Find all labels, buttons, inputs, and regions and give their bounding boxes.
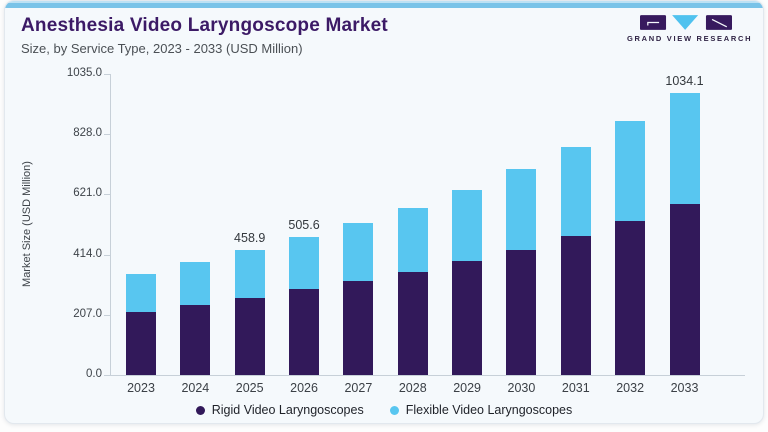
x-axis-label-2031: 2031 xyxy=(561,381,590,395)
page-subtitle: Size, by Service Type, 2023 - 2033 (USD … xyxy=(21,41,303,56)
y-tick-mark xyxy=(104,375,110,376)
y-tick-label: 0.0 xyxy=(86,368,102,380)
x-axis-label-2029: 2029 xyxy=(453,381,481,395)
bar-segment-flexible-2030 xyxy=(506,168,537,250)
bar-segment-rigid-2030 xyxy=(506,249,537,375)
y-tick-mark xyxy=(104,314,110,316)
x-axis-label-2023: 2023 xyxy=(127,381,155,395)
bar-segment-rigid-2032 xyxy=(615,221,646,375)
bar-total-label-2033: 1034.1 xyxy=(665,74,704,88)
bar-total-label-2026: 505.6 xyxy=(288,218,320,233)
x-axis-label-2033: 2033 xyxy=(670,381,699,395)
x-axis-label-2027: 2027 xyxy=(344,381,373,395)
x-axis-label-2025: 2025 xyxy=(235,381,264,395)
bar-segment-flexible-2033 xyxy=(669,93,700,204)
card-top-accent-strip xyxy=(5,1,763,8)
bar-segment-flexible-2031 xyxy=(560,147,591,236)
y-tick-label: 828.0 xyxy=(73,127,102,140)
bar-segment-rigid-2031 xyxy=(560,235,591,375)
bar-segment-rigid-2029 xyxy=(452,261,483,375)
bar-segment-flexible-2023 xyxy=(126,273,156,313)
y-tick-mark xyxy=(104,74,110,75)
bar-segment-rigid-2027 xyxy=(343,281,374,375)
gvr-logo-icon xyxy=(640,15,732,30)
x-axis-line xyxy=(110,375,745,376)
legend-dot-icon xyxy=(389,405,399,415)
y-tick-label: 414.0 xyxy=(73,247,102,260)
x-axis-label-2028: 2028 xyxy=(398,381,427,395)
bar-segment-flexible-2024 xyxy=(180,261,211,305)
bar-segment-rigid-2025 xyxy=(234,298,265,375)
x-axis-label-2026: 2026 xyxy=(290,381,318,395)
grand-view-research-logo: GRAND VIEW RESEARCH xyxy=(627,14,753,43)
bar-segment-rigid-2024 xyxy=(180,304,211,375)
chart-legend: Rigid Video Laryngoscopes Flexible Video … xyxy=(0,401,768,419)
x-axis-label-2024: 2024 xyxy=(181,381,210,395)
page-title: Anesthesia Video Laryngoscope Market xyxy=(21,15,388,36)
bar-segment-flexible-2029 xyxy=(452,189,483,261)
brand-name: GRAND VIEW RESEARCH xyxy=(627,34,753,43)
x-axis-label-2032: 2032 xyxy=(616,381,645,395)
legend-item: Flexible Video Laryngoscopes xyxy=(389,403,573,417)
y-tick-mark xyxy=(104,194,110,196)
y-tick-mark xyxy=(104,254,110,256)
y-tick-label: 1035.0 xyxy=(66,67,102,79)
y-tick-label: 621.0 xyxy=(73,187,102,200)
bar-segment-rigid-2023 xyxy=(126,312,156,375)
bar-segment-rigid-2033 xyxy=(669,203,700,375)
legend-dot-icon xyxy=(195,405,205,415)
y-tick-label: 207.0 xyxy=(73,307,102,320)
bar-segment-rigid-2026 xyxy=(289,289,320,375)
bar-segment-rigid-2028 xyxy=(397,272,428,375)
bar-segment-flexible-2027 xyxy=(343,223,374,282)
y-tick-mark xyxy=(104,134,110,136)
bar-segment-flexible-2026 xyxy=(289,237,320,290)
legend-label: Rigid Video Laryngoscopes xyxy=(211,403,364,417)
legend-item: Rigid Video Laryngoscopes xyxy=(195,403,364,417)
legend-label: Flexible Video Laryngoscopes xyxy=(405,403,573,417)
bar-segment-flexible-2025 xyxy=(234,249,265,299)
x-axis-label-2030: 2030 xyxy=(507,381,536,395)
bar-segment-flexible-2032 xyxy=(615,121,646,222)
bar-total-label-2025: 458.9 xyxy=(234,230,266,245)
y-axis-title: Market Size (USD Million) xyxy=(21,161,33,287)
y-axis-line xyxy=(110,74,111,375)
bar-segment-flexible-2028 xyxy=(397,207,428,273)
